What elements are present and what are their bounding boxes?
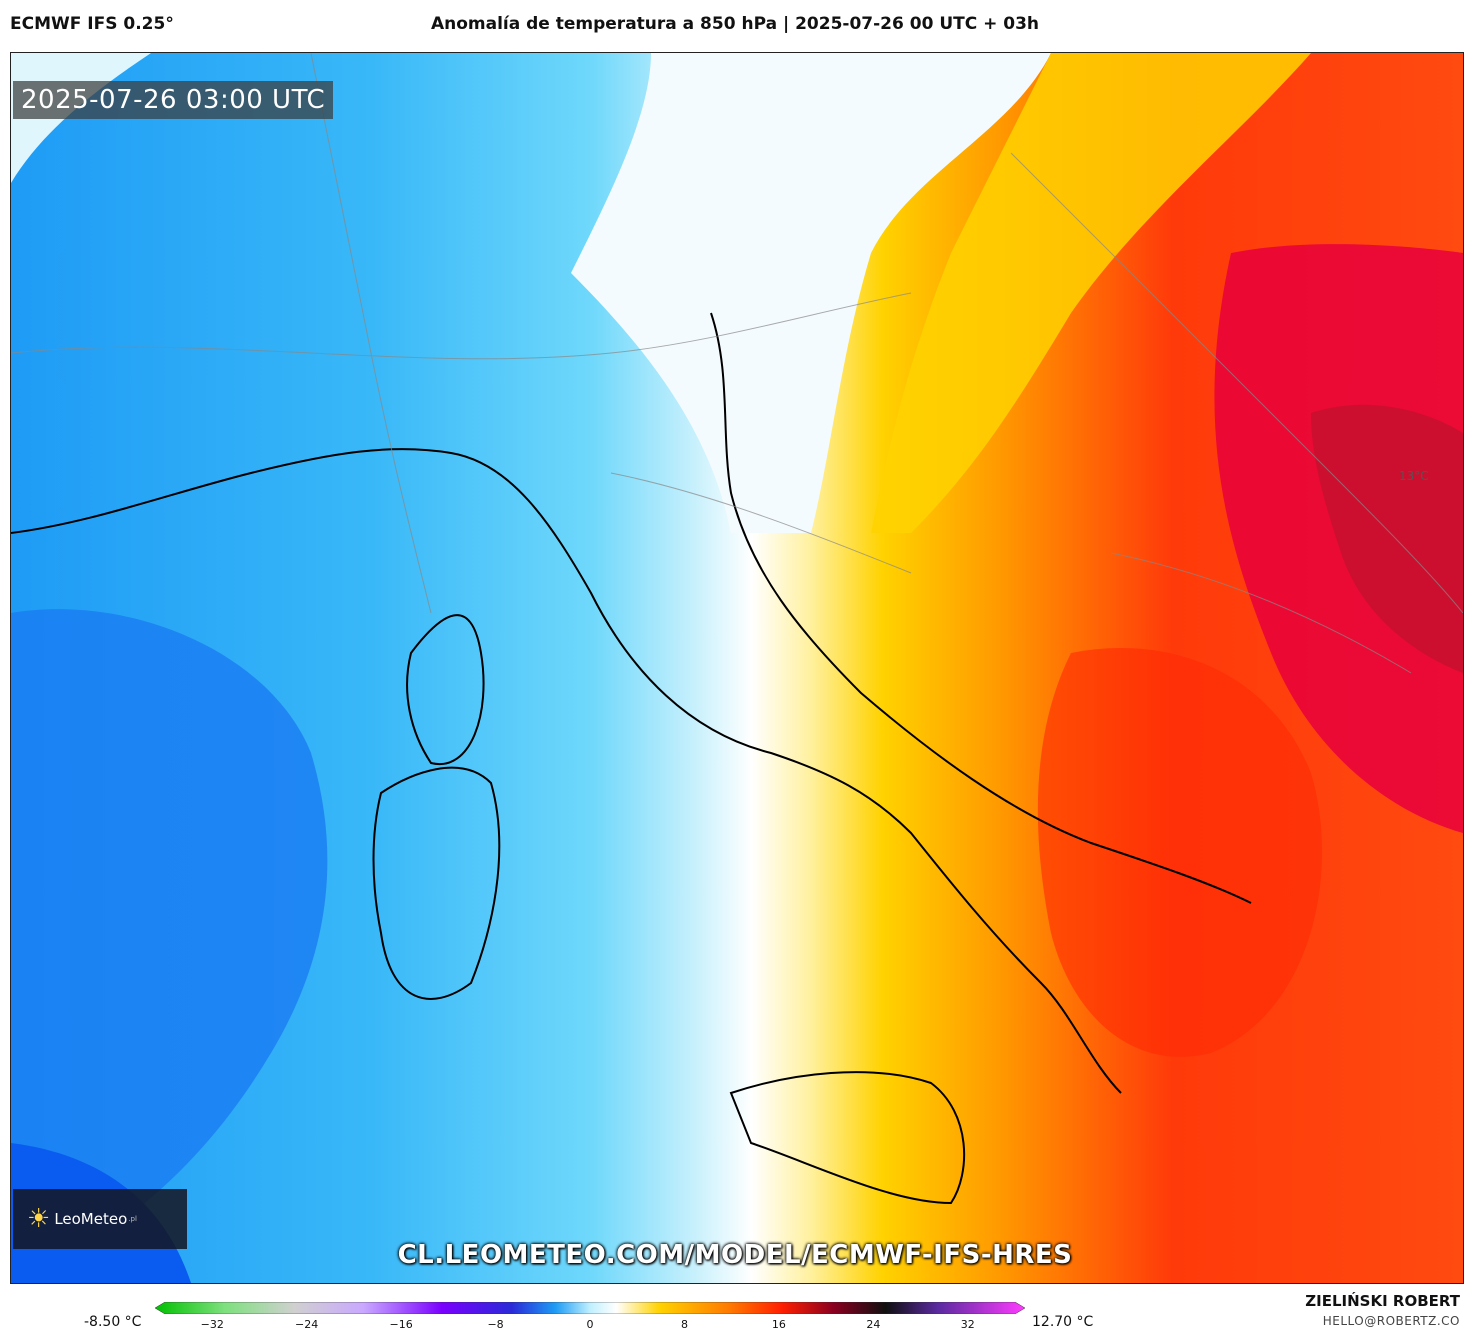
- colorbar-ticks: −32 −24 −16 −8 0 8 16 24 32: [155, 1318, 1025, 1338]
- model-name: ECMWF IFS 0.25°: [10, 14, 174, 34]
- colorbar-min-label: -8.50 °C: [84, 1314, 142, 1330]
- colorbar: [155, 1302, 1025, 1314]
- colorbar-tick: 32: [960, 1318, 975, 1331]
- temperature-anomaly-map[interactable]: 2025-07-26 03:00 UTC 13°C ☀ LeoMeteo .pl: [10, 52, 1464, 1284]
- leometeo-logo[interactable]: ☀ LeoMeteo .pl: [13, 1189, 187, 1249]
- logo-text: LeoMeteo: [54, 1210, 128, 1228]
- anomaly-field: [11, 53, 1463, 1283]
- colorbar-tick: −24: [295, 1318, 319, 1331]
- map-title: Anomalía de temperatura a 850 hPa | 2025…: [430, 14, 1040, 34]
- sun-icon: ☀: [27, 1204, 51, 1234]
- colorbar-tick: 16: [771, 1318, 786, 1331]
- colorbar-tick: 0: [586, 1318, 594, 1331]
- colorbar-tick: −16: [389, 1318, 413, 1331]
- colorbar-max-label: 12.70 °C: [1032, 1314, 1094, 1330]
- valid-time-badge: 2025-07-26 03:00 UTC: [13, 81, 334, 119]
- author-email[interactable]: HELLO@ROBERTZ.CO: [1322, 1314, 1460, 1328]
- colorbar-tick: −32: [200, 1318, 224, 1331]
- colorbar-tick: −8: [487, 1318, 504, 1331]
- max-value-label: 13°C: [1399, 469, 1429, 483]
- logo-suffix: .pl: [128, 1215, 137, 1223]
- colorbar-tick: 8: [680, 1318, 688, 1331]
- author-name: ZIELIŃSKI ROBERT: [1305, 1292, 1460, 1310]
- source-url[interactable]: CL.LEOMETEO.COM/MODEL/ECMWF-IFS-HRES: [397, 1240, 1073, 1270]
- colorbar-tick: 24: [866, 1318, 881, 1331]
